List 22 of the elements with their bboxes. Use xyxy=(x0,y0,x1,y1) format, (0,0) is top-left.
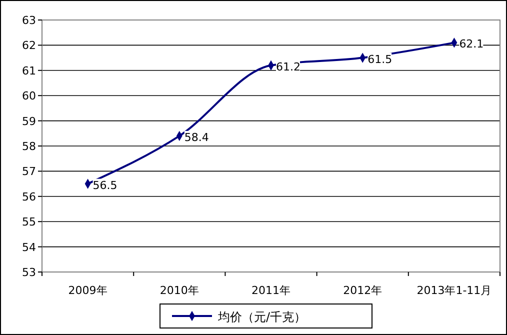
legend-label: 均价（元/千克） xyxy=(217,310,306,324)
y-tick-label: 63 xyxy=(22,14,36,27)
y-tick-label: 54 xyxy=(22,240,36,254)
data-label: 56.5 xyxy=(92,178,118,192)
y-tick-label: 55 xyxy=(22,216,36,229)
y-tick-label: 57 xyxy=(22,165,36,178)
x-tick-label: 2010年 xyxy=(160,284,199,297)
y-tick-label: 58 xyxy=(22,140,36,153)
x-tick-label: 2012年 xyxy=(343,284,382,297)
data-label: 62.1 xyxy=(459,38,484,51)
y-tick-label: 53 xyxy=(22,266,36,279)
y-tick-label: 61 xyxy=(22,64,36,78)
y-tick-label: 60 xyxy=(22,90,36,103)
y-tick-label: 59 xyxy=(22,114,36,128)
data-label: 58.4 xyxy=(184,130,209,144)
x-tick-label: 2013年1-11月 xyxy=(416,284,492,297)
y-tick-label: 62 xyxy=(22,39,36,52)
x-tick-label: 2009年 xyxy=(68,284,108,297)
x-tick-label: 2011年 xyxy=(252,284,290,297)
data-label: 61.2 xyxy=(276,60,300,74)
data-label: 61.5 xyxy=(368,52,392,66)
y-tick-label: 56 xyxy=(22,190,36,204)
